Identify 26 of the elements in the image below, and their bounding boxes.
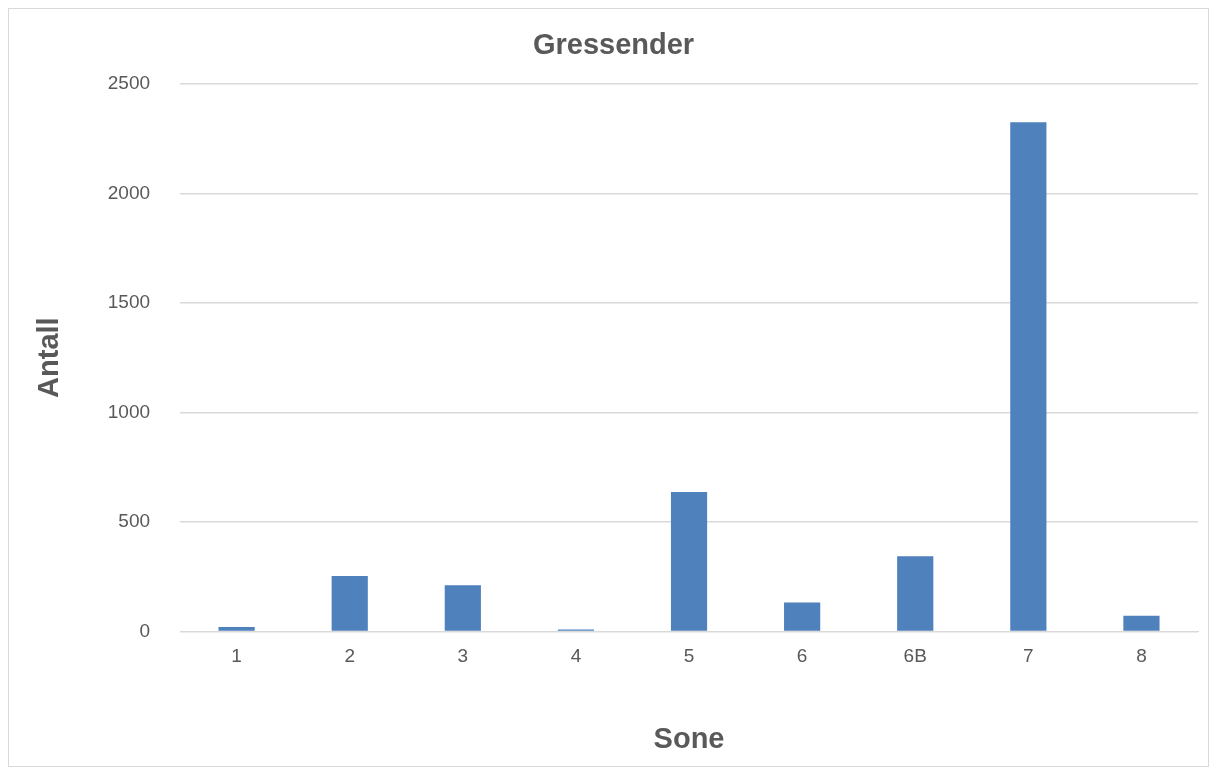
y-tick-label: 0: [139, 619, 151, 641]
bar: [218, 627, 255, 631]
x-tick-label: 6B: [903, 645, 927, 667]
y-tick-label: 2500: [107, 72, 151, 94]
y-tick-label: 1500: [107, 291, 151, 313]
y-tick-label: 2000: [107, 181, 151, 203]
y-tick-label: 1000: [107, 400, 151, 422]
bar: [670, 492, 708, 631]
bar: [1123, 615, 1160, 631]
x-tick-label: 6: [796, 645, 808, 667]
x-tick-label: 3: [457, 645, 469, 667]
bar: [897, 556, 934, 631]
x-tick-label: 1: [231, 645, 242, 667]
bar: [1010, 122, 1047, 631]
y-tick-label: 500: [118, 510, 151, 532]
x-tick-label: 8: [1136, 645, 1147, 667]
bar: [331, 575, 368, 631]
x-tick-label: 5: [683, 645, 695, 667]
bar: [784, 602, 821, 631]
x-tick-label: 2: [344, 645, 356, 667]
bar: [444, 585, 481, 631]
y-axis-title: Antall: [32, 317, 65, 398]
x-tick-label: 4: [570, 645, 582, 667]
x-tick-label: 7: [1023, 645, 1034, 667]
x-axis-title: Sone: [653, 721, 725, 754]
chart-title: Gressender: [532, 28, 695, 61]
